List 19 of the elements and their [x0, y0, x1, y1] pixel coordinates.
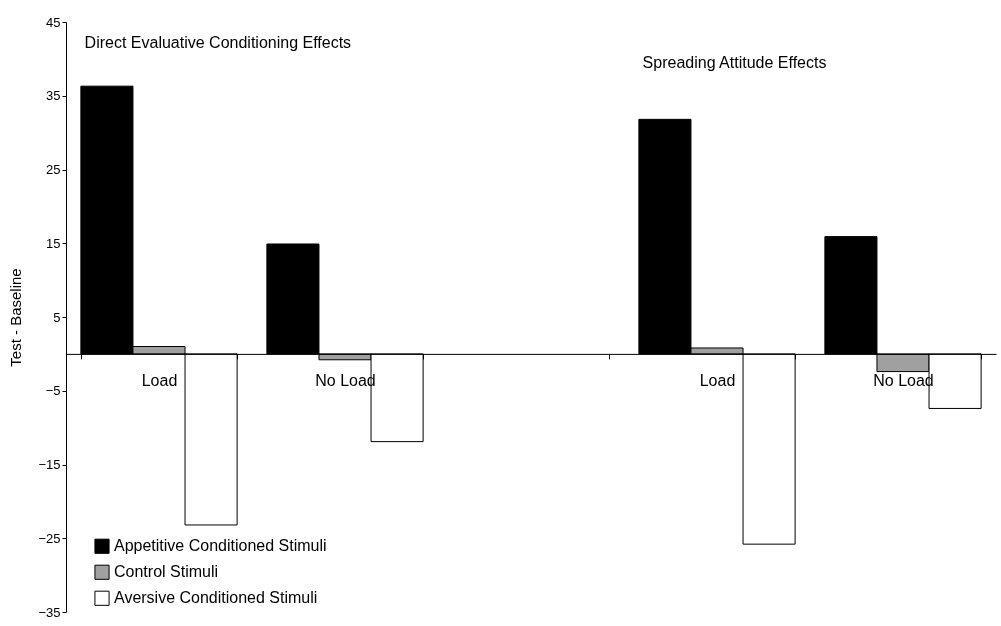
legend-label: Appetitive Conditioned Stimuli: [114, 537, 327, 555]
legend-label: Aversive Conditioned Stimuli: [114, 589, 318, 607]
y-tick-label: 25: [46, 162, 61, 177]
annotation: Direct Evaluative Conditioning Effects: [84, 33, 352, 51]
y-tick-label: −35: [38, 604, 61, 620]
y-tick-label: 15: [46, 235, 61, 251]
y-tick-label: 35: [46, 88, 61, 104]
y-tick-label: −25: [38, 530, 61, 546]
y-axis-title: Test - Baseline: [7, 268, 25, 367]
x-tick-label: Load: [699, 372, 736, 390]
y-tick-label: 45: [46, 14, 61, 30]
annotation: Spreading Attitude Effects: [642, 54, 827, 72]
y-tick-label: −15: [38, 457, 61, 472]
y-tick-label: −5: [45, 383, 61, 399]
legend-label: Control Stimuli: [114, 563, 219, 581]
x-tick-label: Load: [141, 372, 178, 390]
x-tick-label: No Load: [873, 372, 934, 390]
x-tick-label: No Load: [315, 372, 376, 390]
y-tick-label: 5: [53, 309, 61, 325]
